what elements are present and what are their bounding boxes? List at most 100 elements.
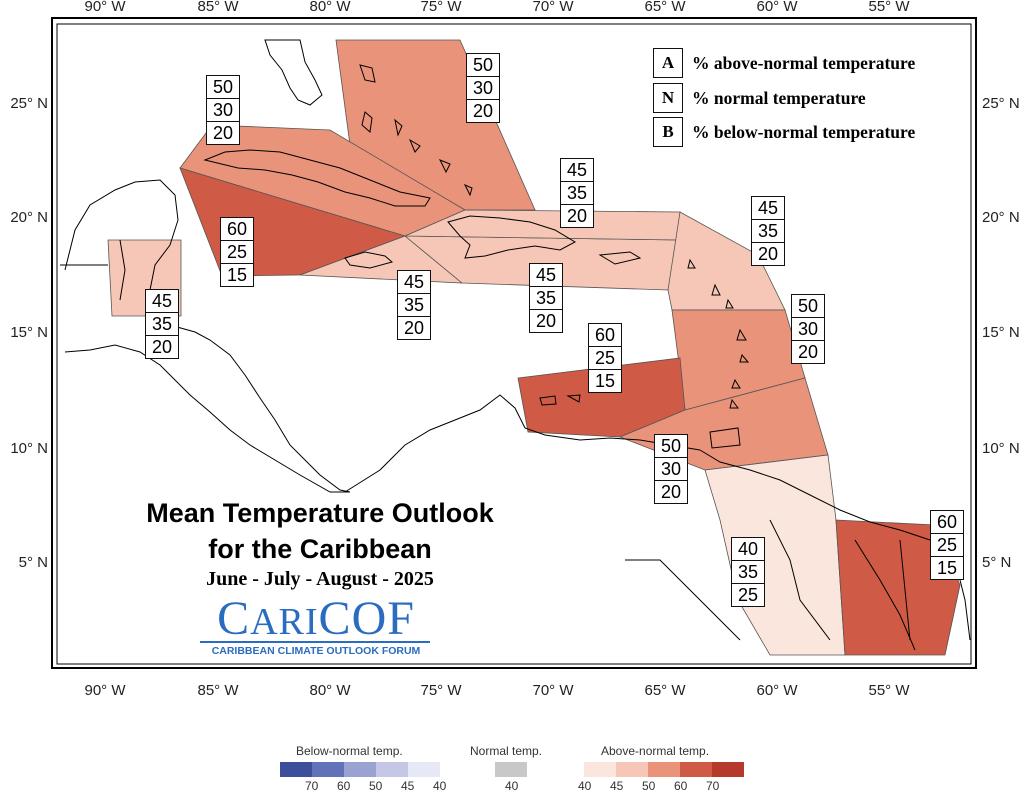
latitude-label: 5° N	[18, 554, 48, 571]
region-suriname-guiana	[835, 519, 961, 656]
logo-small-text: ARI	[250, 601, 319, 643]
key-letter: A	[653, 48, 683, 78]
legend-tick-above: 45	[610, 779, 624, 793]
probability-box: 50 30 20	[206, 75, 240, 145]
probability-below: 15	[226, 265, 248, 285]
probability-below: 20	[212, 123, 234, 143]
probability-below: 20	[472, 101, 494, 121]
logo-rule	[200, 641, 430, 643]
probability-normal: 30	[792, 318, 824, 341]
probability-below: 15	[594, 371, 616, 391]
latitude-label: 10° N	[982, 440, 1020, 457]
legend-swatch-below	[280, 762, 312, 777]
probability-box: 50 30 20	[791, 294, 825, 364]
coastlines	[60, 39, 971, 651]
legend-swatch-above	[712, 762, 744, 777]
caricof-logo: CARICOF	[200, 594, 432, 647]
probability-normal: 30	[207, 99, 239, 122]
latitude-label: 20° N	[10, 209, 48, 226]
region-guyana	[704, 454, 846, 656]
key-row-above: A % above-normal temperature	[653, 48, 915, 78]
longitude-label: 55° W	[868, 0, 910, 15]
longitude-label: 85° W	[197, 682, 239, 699]
latitude-label: 10° N	[10, 440, 48, 457]
latitude-label: 25° N	[982, 95, 1020, 112]
probability-box: 45 35 20	[145, 289, 179, 359]
probability-box: 45 35 20	[560, 158, 594, 228]
probability-above: 45	[530, 264, 562, 287]
probability-above: 45	[752, 197, 784, 220]
key-text: % below-normal temperature	[692, 121, 916, 142]
probability-below: 20	[660, 482, 682, 502]
probability-normal: 30	[467, 77, 499, 100]
key-text: % normal temperature	[692, 87, 866, 108]
map-inner-frame	[56, 23, 972, 665]
probability-box: 45 35 20	[751, 196, 785, 266]
probability-box: 60 25 15	[588, 323, 622, 393]
legend-swatch-normal	[495, 762, 527, 777]
longitude-label: 55° W	[868, 682, 910, 699]
legend-swatch-above	[648, 762, 680, 777]
longitude-label: 90° W	[84, 682, 126, 699]
logo-big-c: C	[217, 592, 251, 645]
probability-below: 20	[151, 337, 173, 357]
longitude-label: 70° W	[532, 0, 574, 15]
probability-above: 50	[207, 76, 239, 99]
latitude-label: 5° N	[982, 554, 1012, 571]
probability-normal: 35	[561, 182, 593, 205]
probability-below: 20	[535, 311, 557, 331]
legend-swatch-above	[680, 762, 712, 777]
legend-swatch-below	[376, 762, 408, 777]
map-title-line1: Mean Temperature Outlook	[146, 498, 494, 528]
longitude-label: 60° W	[756, 0, 798, 15]
legend-tick-below: 60	[337, 779, 351, 793]
legend-swatch-below	[344, 762, 376, 777]
legend-swatch-below	[312, 762, 344, 777]
legend-swatch-below	[408, 762, 440, 777]
key-row-normal: N % normal temperature	[653, 83, 866, 113]
probability-above: 60	[931, 511, 963, 534]
longitude-label: 85° W	[197, 0, 239, 15]
probability-above: 60	[589, 324, 621, 347]
longitude-label: 75° W	[420, 682, 462, 699]
key-row-below: B % below-normal temperature	[653, 117, 915, 147]
longitude-label: 65° W	[644, 682, 686, 699]
probability-below: 20	[566, 206, 588, 226]
probability-box: 50 30 20	[466, 53, 500, 123]
legend-tick-below: 45	[401, 779, 415, 793]
legend-tick-above: 40	[578, 779, 592, 793]
probability-normal: 25	[931, 534, 963, 557]
longitude-label: 80° W	[309, 682, 351, 699]
latitude-label: 20° N	[982, 209, 1020, 226]
latitude-label: 15° N	[982, 324, 1020, 341]
probability-above: 50	[467, 54, 499, 77]
probability-below: 15	[936, 558, 958, 578]
probability-normal: 30	[655, 458, 687, 481]
probability-above: 50	[655, 435, 687, 458]
legend-tick-normal: 40	[505, 779, 519, 793]
probability-below: 20	[797, 342, 819, 362]
probability-above: 45	[146, 290, 178, 313]
probability-normal: 35	[732, 561, 764, 584]
longitude-label: 75° W	[420, 0, 462, 15]
legend-tick-above: 50	[642, 779, 656, 793]
legend-tick-above: 70	[706, 779, 720, 793]
probability-box: 50 30 20	[654, 434, 688, 504]
probability-above: 40	[732, 538, 764, 561]
probability-below: 20	[403, 318, 425, 338]
probability-normal: 35	[752, 220, 784, 243]
longitude-label: 80° W	[309, 0, 351, 15]
key-letter: N	[653, 83, 683, 113]
probability-above: 50	[792, 295, 824, 318]
probability-box: 40 35 25	[731, 537, 765, 607]
longitude-label: 70° W	[532, 682, 574, 699]
latitude-label: 15° N	[10, 324, 48, 341]
longitude-label: 60° W	[756, 682, 798, 699]
probability-box: 60 25 15	[930, 510, 964, 580]
map-title-line2: for the Caribbean	[208, 534, 432, 564]
legend-tick-above: 60	[674, 779, 688, 793]
legend-tick-below: 40	[433, 779, 447, 793]
legend-tick-below: 70	[305, 779, 319, 793]
probability-below: 20	[757, 244, 779, 264]
key-letter: B	[653, 117, 683, 147]
